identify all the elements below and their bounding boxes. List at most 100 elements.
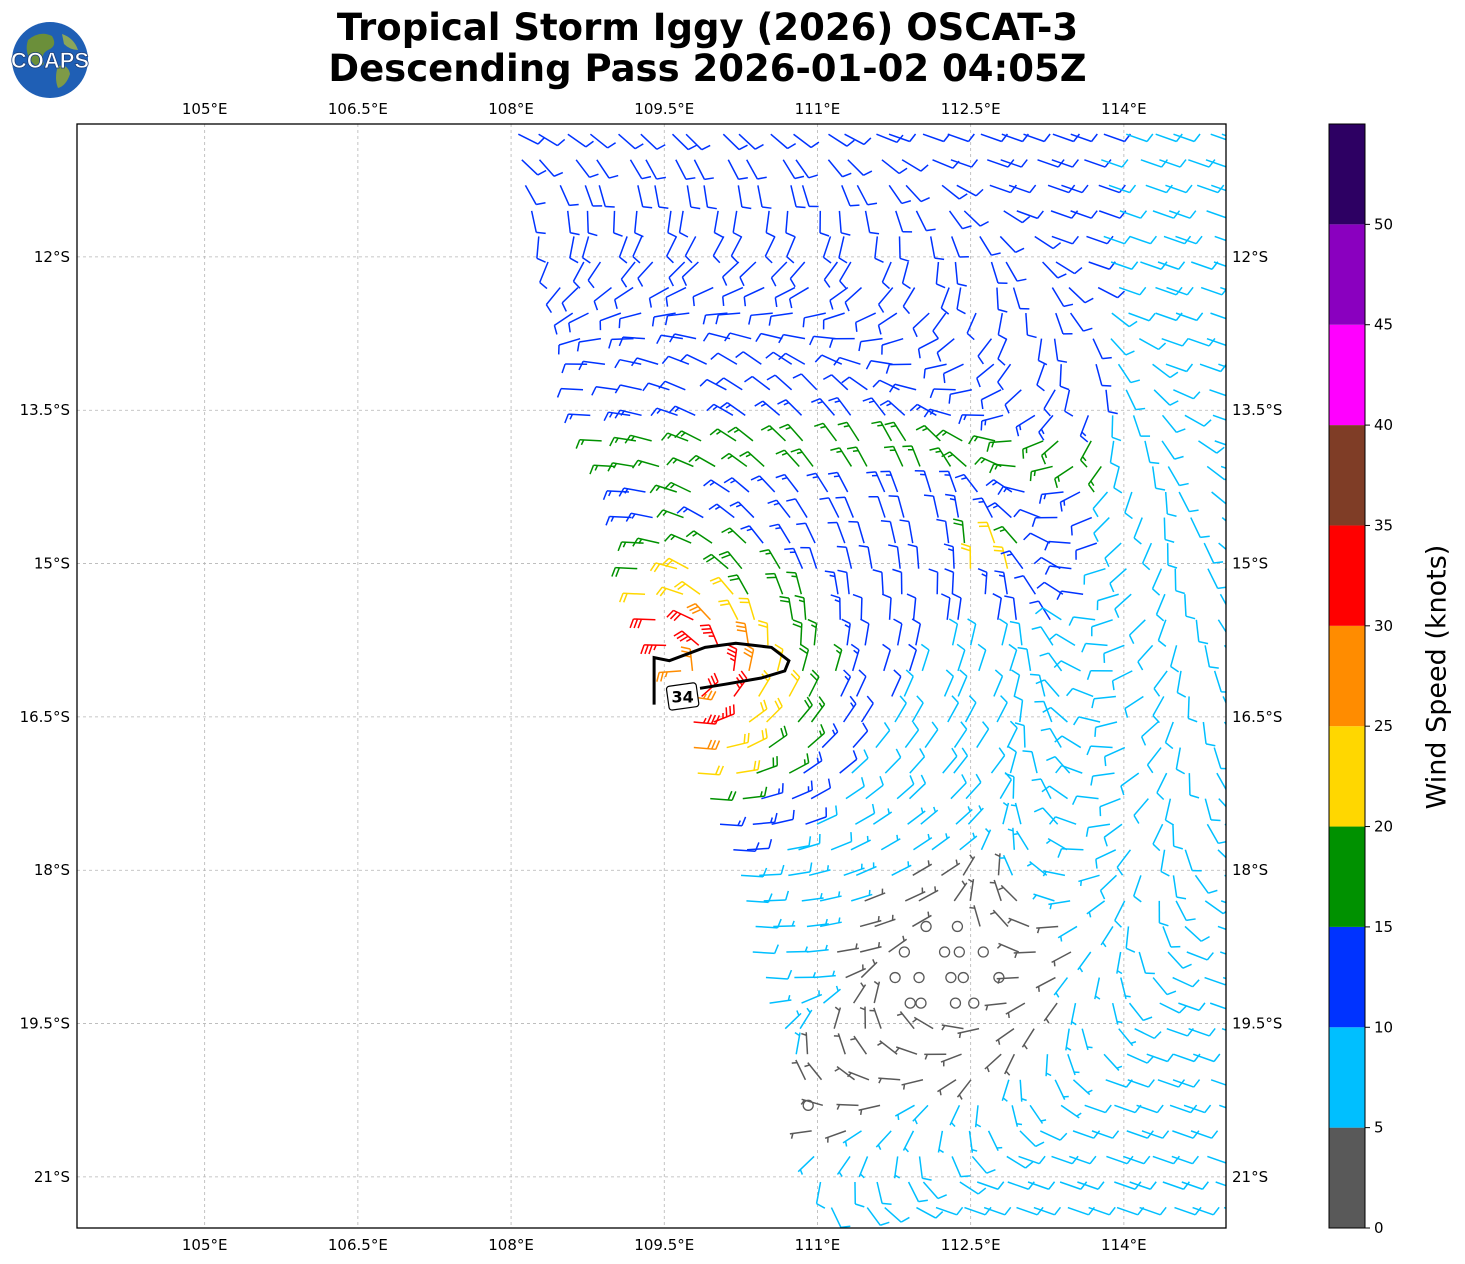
wind-barb [889, 383, 917, 393]
wind-barb [1091, 1130, 1120, 1139]
wind-barb [822, 312, 845, 330]
wind-barb [673, 630, 700, 646]
wind-barb [792, 619, 803, 646]
wind-barb [1163, 517, 1175, 543]
wind-barb [923, 363, 947, 379]
wind-barb [1051, 1155, 1079, 1165]
wind-barb [896, 1011, 915, 1030]
wind-barb [1012, 287, 1030, 310]
wind-barb [940, 1053, 962, 1067]
wind-barb [1042, 261, 1067, 279]
wind-barb [1100, 926, 1114, 948]
wind-barb [964, 695, 977, 723]
wind-barb [735, 621, 750, 646]
wind-barb [1161, 414, 1186, 434]
wind-barb [1004, 1053, 1016, 1076]
wind-barb [752, 944, 779, 955]
wind-barb [852, 722, 869, 749]
wind-barb [1159, 159, 1187, 168]
wind-barb [713, 210, 724, 238]
wind-barb [1008, 643, 1018, 672]
wind-barb [1081, 1028, 1093, 1051]
wind-barb [1098, 184, 1126, 194]
wind-barb [629, 159, 652, 180]
wind-barb [1035, 976, 1056, 992]
wind-barb [959, 832, 978, 851]
wind-barb [852, 593, 863, 620]
colorbar-tick-label: 25 [1374, 717, 1393, 735]
wind-barb [1044, 565, 1072, 575]
wind-barb [902, 445, 921, 467]
wind-barb [1061, 184, 1089, 194]
wind-barb [888, 544, 901, 569]
wind-barb [880, 470, 899, 493]
wind-barb [786, 571, 803, 595]
wind-barb [806, 472, 829, 493]
wind-barb [859, 915, 882, 928]
wind-barb [872, 569, 884, 595]
wind-barb [932, 312, 947, 340]
wind-barb [1019, 1079, 1027, 1102]
wind-barb [1081, 642, 1108, 653]
wind-barb [1029, 1104, 1047, 1124]
wind-barb [841, 376, 868, 391]
wind-barb [769, 523, 791, 544]
wind-barb [788, 286, 809, 309]
wind-barb [999, 235, 1025, 254]
wind-barb [656, 670, 682, 682]
wind-barb [1155, 286, 1183, 296]
wind-barb [860, 618, 870, 646]
wind-barb [649, 484, 678, 494]
wind-barb [1184, 414, 1212, 427]
wind-barb [850, 835, 871, 851]
wind-barb [999, 854, 1014, 876]
wind-barb [881, 159, 908, 175]
wind-barb [1184, 849, 1202, 872]
wind-barb [671, 133, 697, 151]
colorbar-bin [1329, 826, 1365, 927]
wind-barb [1070, 133, 1098, 143]
wind-barb [791, 780, 814, 800]
wind-barb [765, 210, 776, 238]
wind-barb [710, 352, 738, 365]
wind-barb [777, 399, 803, 416]
wind-barb [1129, 235, 1157, 245]
wind-barb [788, 669, 801, 697]
wind-barb [950, 159, 979, 168]
wind-barb [1161, 337, 1189, 347]
wind-barb [712, 236, 725, 264]
wind-barb [661, 355, 690, 365]
wind-barb [1059, 1181, 1088, 1190]
wind-barb [767, 499, 791, 519]
lat-tick-label-right: 18°S [1232, 861, 1268, 879]
wind-barb [1092, 338, 1112, 360]
wind-barb [675, 159, 696, 181]
wind-barb [838, 236, 848, 264]
wind-barb [997, 485, 1025, 496]
wind-barb [1176, 670, 1187, 698]
wind-barb [846, 446, 868, 467]
wind-barb [578, 360, 606, 371]
wind-barb [1183, 1104, 1212, 1114]
wind-barb [893, 618, 903, 646]
lat-tick-label-left: 13.5°S [20, 401, 70, 419]
wind-barb [634, 210, 644, 238]
wind-barb [710, 790, 737, 801]
wind-barb [797, 696, 813, 723]
wind-barb [914, 1233, 941, 1241]
wind-barb [721, 527, 747, 544]
wind-barb [1230, 748, 1254, 764]
wind-barb [976, 363, 995, 388]
wind-barb [1070, 210, 1098, 219]
wind-barb [612, 210, 623, 237]
wind-barb [877, 287, 894, 313]
wind-barb [1218, 542, 1226, 551]
wind-barb [575, 159, 599, 178]
wind-barb [1206, 465, 1226, 481]
wind-barb [858, 337, 883, 352]
wind-barb [1021, 1028, 1035, 1050]
wind-barb [1141, 1130, 1170, 1139]
wind-barb [1188, 337, 1216, 347]
lon-tick-label-top: 111°E [795, 100, 841, 118]
lat-tick-label-left: 16.5°S [20, 708, 70, 726]
